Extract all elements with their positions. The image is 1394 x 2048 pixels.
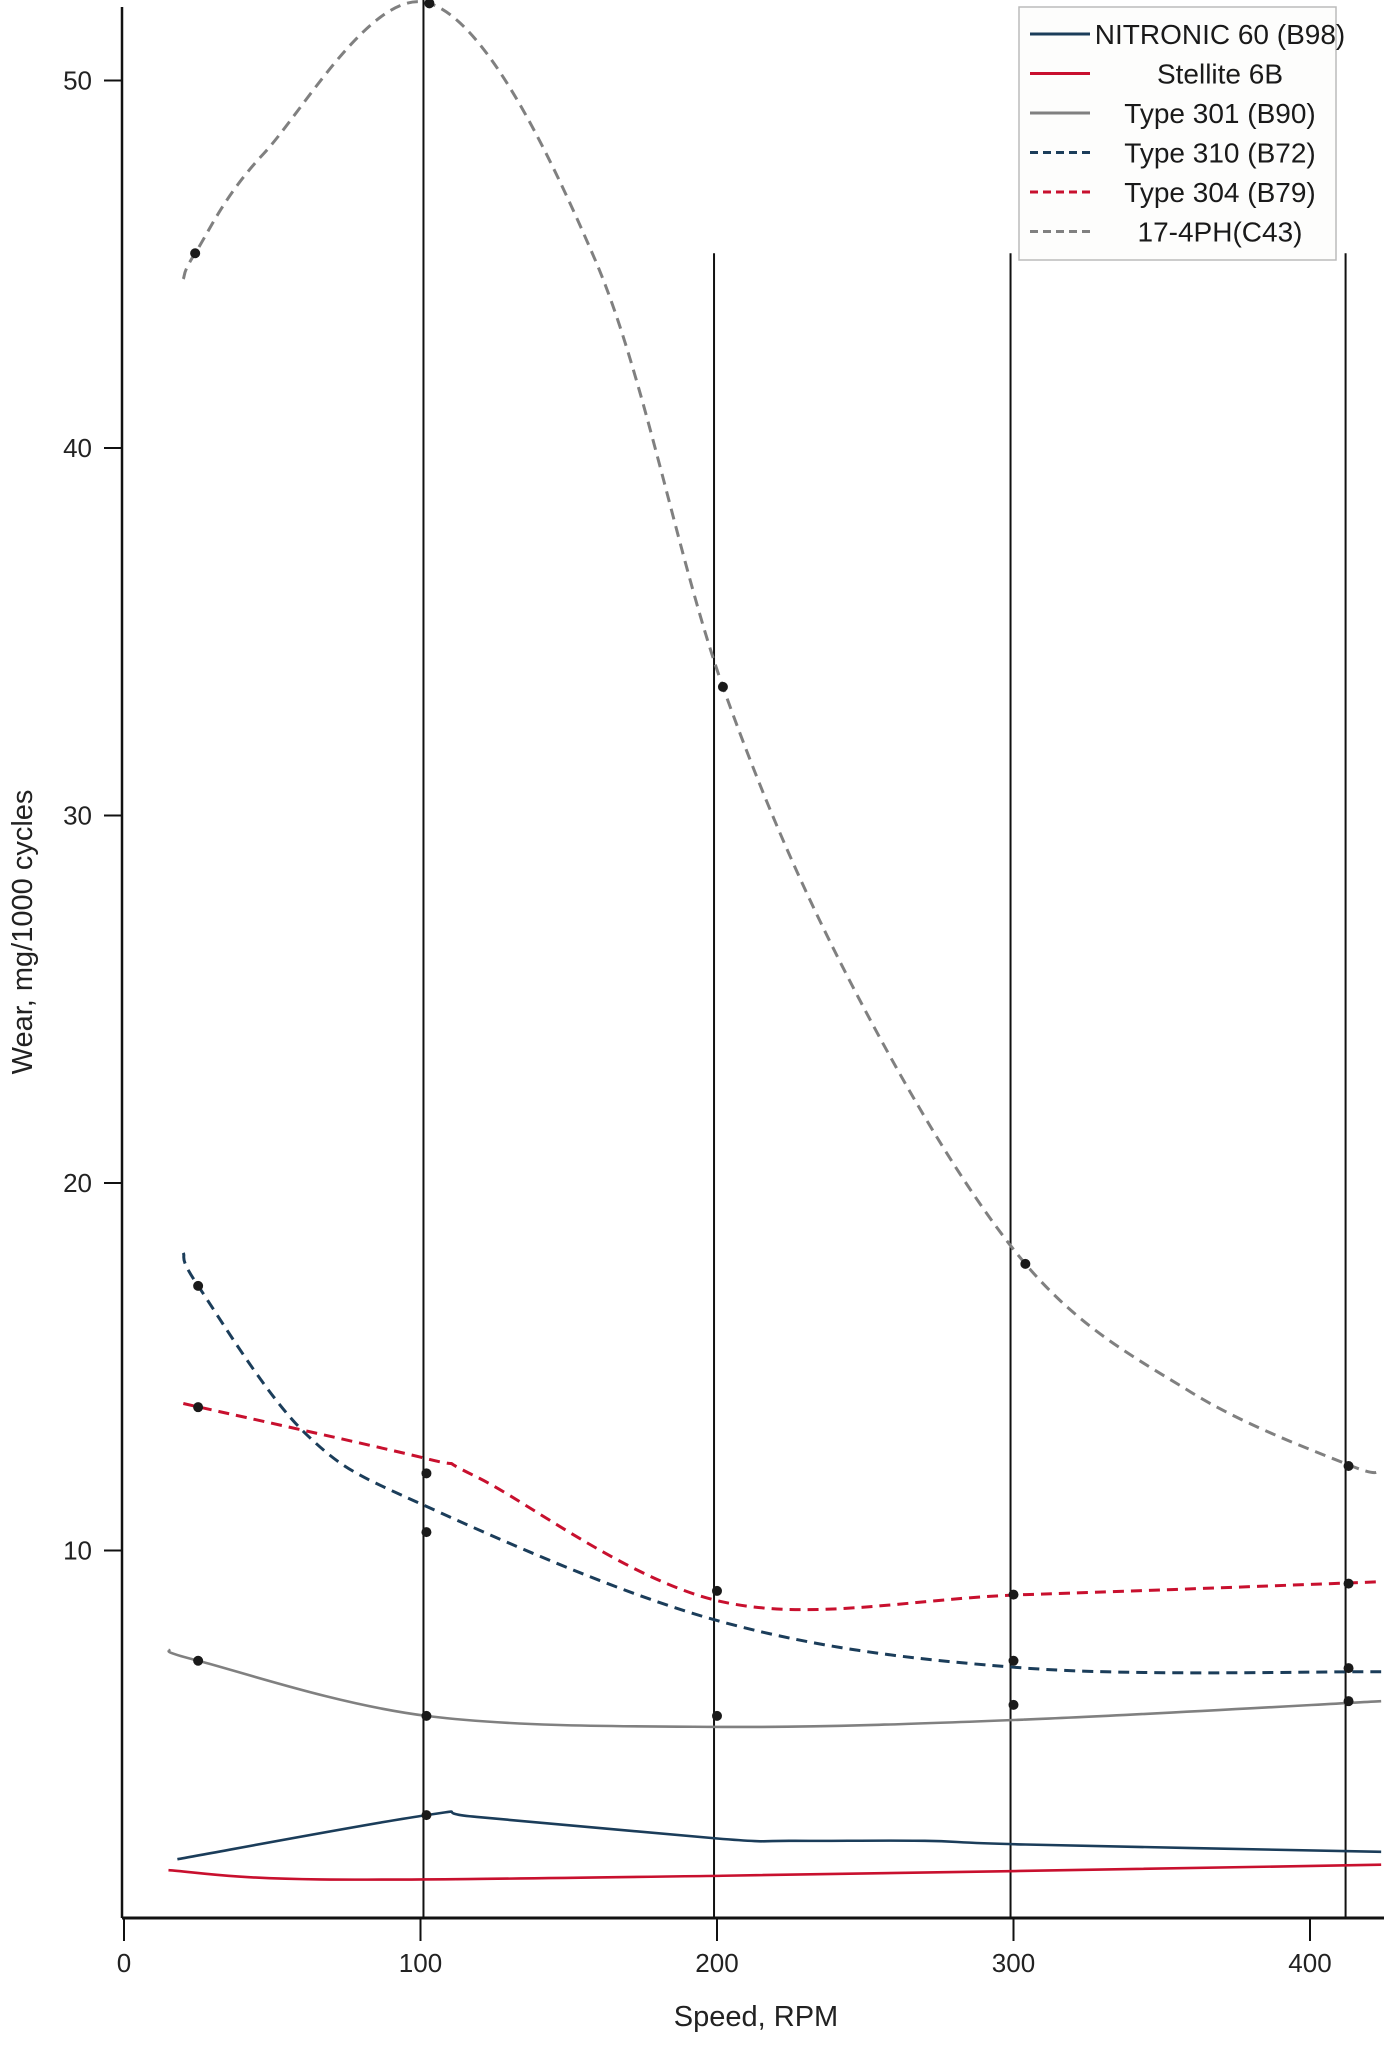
x-ticks: 0 100 200 300 400 <box>117 1918 1332 1978</box>
series-line-nitronic-60-b98 <box>177 1810 1382 1861</box>
data-point-type-310-b72 <box>421 1527 432 1538</box>
legend-label-type-301-b90: Type 301 (B90) <box>1124 98 1315 129</box>
data-point-17-4ph-c43 <box>424 0 435 9</box>
x-tick-label: 200 <box>695 1948 738 1978</box>
series-line-stellite-6b <box>168 1863 1382 1881</box>
series-line-type-301-b90 <box>167 1648 1382 1729</box>
y-tick-label: 20 <box>63 1168 92 1198</box>
data-markers <box>190 0 1354 1821</box>
data-point-type-304-b79 <box>1343 1578 1354 1589</box>
data-point-type-301-b90 <box>421 1710 432 1721</box>
legend-label-type-304-b79: Type 304 (B79) <box>1124 177 1315 208</box>
y-tick-label: 10 <box>63 1536 92 1566</box>
legend: NITRONIC 60 (B98) Stellite 6B Type 301 (B9… <box>1018 6 1346 261</box>
series-group <box>167 0 1382 1881</box>
data-point-type-301-b90 <box>193 1655 204 1666</box>
data-point-type-310-b72 <box>193 1280 204 1291</box>
y-axis-title: Wear, mg/1000 cycles <box>7 790 39 1075</box>
series-line-17-4ph-c43 <box>181 0 1382 1475</box>
x-tick-label: 300 <box>992 1948 1035 1978</box>
data-point-nitronic-60-b98 <box>421 1810 432 1821</box>
data-point-type-304-b79 <box>193 1402 204 1413</box>
data-point-17-4ph-c43 <box>190 248 201 259</box>
data-point-type-304-b79 <box>712 1585 722 1596</box>
legend-label-stellite-6b: Stellite 6B <box>1157 59 1283 90</box>
x-axis-title: Speed, RPM <box>674 2001 838 2033</box>
data-point-17-4ph-c43 <box>717 681 728 692</box>
data-point-type-301-b90 <box>712 1710 722 1721</box>
x-tick-label: 100 <box>399 1948 442 1978</box>
data-point-type-304-b79 <box>1008 1589 1019 1600</box>
y-tick-label: 40 <box>63 433 92 463</box>
legend-label-type-310-b72: Type 310 (B72) <box>1124 138 1315 169</box>
data-point-17-4ph-c43 <box>1343 1460 1354 1471</box>
data-point-17-4ph-c43 <box>1020 1258 1031 1269</box>
data-point-type-310-b72 <box>1008 1655 1019 1666</box>
series-line-type-310-b72 <box>181 1252 1382 1675</box>
legend-label-nitronic-60-b98: NITRONIC 60 (B98) <box>1095 19 1346 50</box>
x-tick-label: 400 <box>1288 1948 1331 1978</box>
legend-label-17-4ph-c43: 17-4PH(C43) <box>1138 217 1303 248</box>
reference-lines <box>422 0 1347 1918</box>
series-line-type-304-b79 <box>182 1402 1382 1612</box>
data-point-type-310-b72 <box>1343 1663 1354 1674</box>
data-point-type-301-b90 <box>1343 1696 1354 1707</box>
data-point-type-301-b90 <box>1008 1699 1019 1710</box>
y-tick-label: 30 <box>63 801 92 831</box>
y-tick-label: 50 <box>63 66 92 96</box>
legend-box <box>1018 6 1337 261</box>
data-point-type-304-b79 <box>421 1468 432 1479</box>
y-ticks: 10 20 30 40 50 <box>63 66 122 1566</box>
x-tick-label: 0 <box>117 1948 131 1978</box>
